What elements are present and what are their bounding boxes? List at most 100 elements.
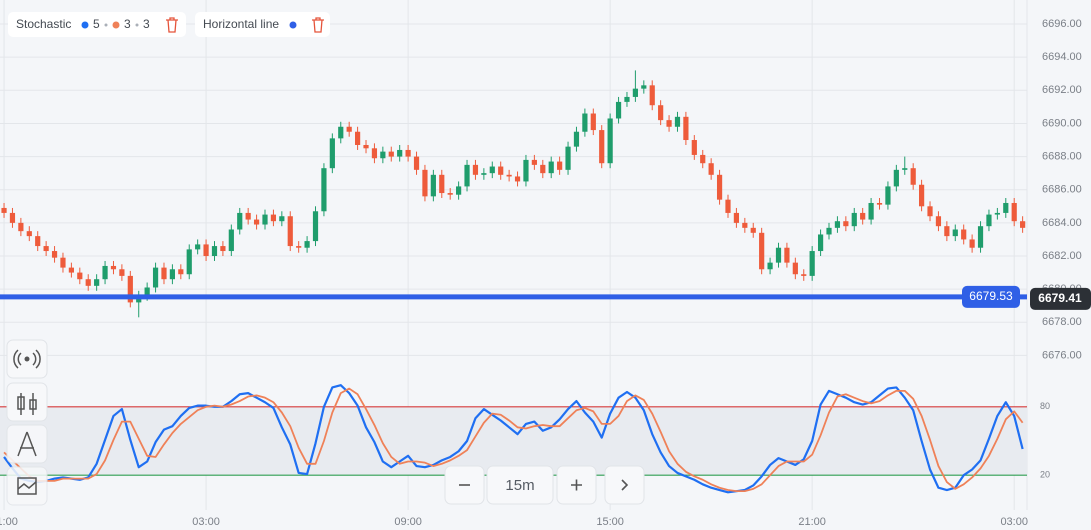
candle-body <box>885 186 891 205</box>
candle-body <box>599 130 605 164</box>
candle-body <box>557 161 563 170</box>
stochastic-panel <box>0 406 1027 476</box>
y-tick-label: 6694.00 <box>1042 51 1082 63</box>
x-tick-label: 03:00 <box>1000 516 1028 528</box>
candle-body <box>60 257 66 268</box>
candle-body <box>371 148 378 159</box>
candle-body <box>531 159 537 165</box>
candle-body <box>784 247 790 263</box>
candle-type-button[interactable] <box>6 382 48 422</box>
candle-body <box>203 244 209 257</box>
legend-dot <box>81 21 89 29</box>
y-tick-label: 6692.00 <box>1042 84 1082 96</box>
candle-body <box>742 222 748 228</box>
candle-body <box>422 169 428 197</box>
candle-body <box>876 202 883 205</box>
candle-body <box>860 212 866 220</box>
candle-body <box>388 151 394 157</box>
candle-body <box>843 221 849 227</box>
y-tick-label: 6690.00 <box>1042 117 1082 129</box>
candle-body <box>582 113 588 132</box>
candle-body <box>321 168 327 212</box>
candle-body <box>834 221 841 228</box>
candle-body <box>1020 221 1026 228</box>
candle-body <box>540 164 546 174</box>
candle-body <box>9 212 16 223</box>
x-tick-label: 03:00 <box>192 516 220 528</box>
timeframe-button[interactable]: 15m <box>486 465 554 505</box>
candle-body <box>801 274 807 276</box>
stochastic-line <box>3 384 1024 494</box>
candle-body <box>253 219 260 225</box>
candle-body <box>565 146 571 170</box>
candle-body <box>439 174 445 194</box>
candle-body <box>902 168 908 170</box>
candle-body <box>152 267 159 288</box>
candle-body <box>716 174 723 200</box>
legend-title: Horizontal line <box>203 17 279 31</box>
candle-body <box>986 214 992 227</box>
candle-body <box>523 159 529 182</box>
candle-body <box>809 251 815 276</box>
y-tick-label: 6696.00 <box>1042 18 1082 30</box>
candle-body <box>312 211 319 242</box>
zoom-out-button[interactable] <box>444 465 485 505</box>
candle-body <box>725 199 731 213</box>
timeframe-control: 15m <box>444 465 645 505</box>
level-label: 20 <box>1040 470 1050 480</box>
candle-body <box>961 229 967 240</box>
last-price-tag <box>1030 287 1091 310</box>
candle-body <box>759 232 765 270</box>
candle-body <box>211 246 218 257</box>
candle-body <box>708 163 714 175</box>
candle-body <box>826 227 832 235</box>
candle-body <box>228 229 234 252</box>
y-tick-label: 6678.00 <box>1042 316 1082 328</box>
next-button[interactable] <box>604 465 645 505</box>
candle-body <box>110 265 117 270</box>
zoom-in-button[interactable] <box>556 465 597 505</box>
candle-body <box>169 269 176 280</box>
drawing-button[interactable] <box>6 424 48 464</box>
delete-button[interactable] <box>312 17 324 33</box>
candle-body <box>481 173 487 175</box>
candle-body <box>632 88 638 97</box>
candle-body <box>952 229 958 237</box>
candle-body <box>649 85 655 106</box>
candle-body <box>447 193 453 195</box>
y-tick-label: 6676.00 <box>1042 349 1082 361</box>
separator <box>104 23 108 27</box>
candle-body <box>548 161 554 174</box>
indicator-button[interactable] <box>6 466 48 506</box>
candle-body <box>1 207 7 213</box>
x-tick-label: 21:00 <box>0 516 18 528</box>
candle-body <box>506 174 512 177</box>
candle-body <box>775 247 782 263</box>
candle-body <box>464 164 470 187</box>
candle-body <box>397 149 403 157</box>
candle-body <box>977 226 984 248</box>
x-tick-label: 15:00 <box>596 516 624 528</box>
candle-body <box>666 120 672 127</box>
legend-dot <box>112 21 120 29</box>
candle-body <box>195 244 201 250</box>
candle-body <box>363 144 369 149</box>
candle-body <box>456 186 462 195</box>
candle-body <box>18 222 24 232</box>
timeframe-label: 15m <box>505 477 534 494</box>
x-tick-label: 21:00 <box>798 516 826 528</box>
legend-param: 5 <box>93 17 100 31</box>
axes: 21:00 03:00 09:00 15:00 21:00 03:00 6676.00 667… <box>0 18 1082 528</box>
candle-body <box>329 138 335 169</box>
signal-button[interactable] <box>6 339 48 379</box>
y-tick-label: 6684.00 <box>1042 217 1082 229</box>
candle-body <box>186 249 192 275</box>
y-tick-label: 6682.00 <box>1042 250 1082 262</box>
candle-body <box>994 212 1000 215</box>
candle-body <box>1011 202 1017 222</box>
level-band <box>0 406 1027 476</box>
candle-body <box>750 227 756 233</box>
delete-button[interactable] <box>166 17 178 33</box>
horizontal-line-value: 6679.53 <box>969 289 1013 303</box>
candle-body <box>161 267 167 280</box>
